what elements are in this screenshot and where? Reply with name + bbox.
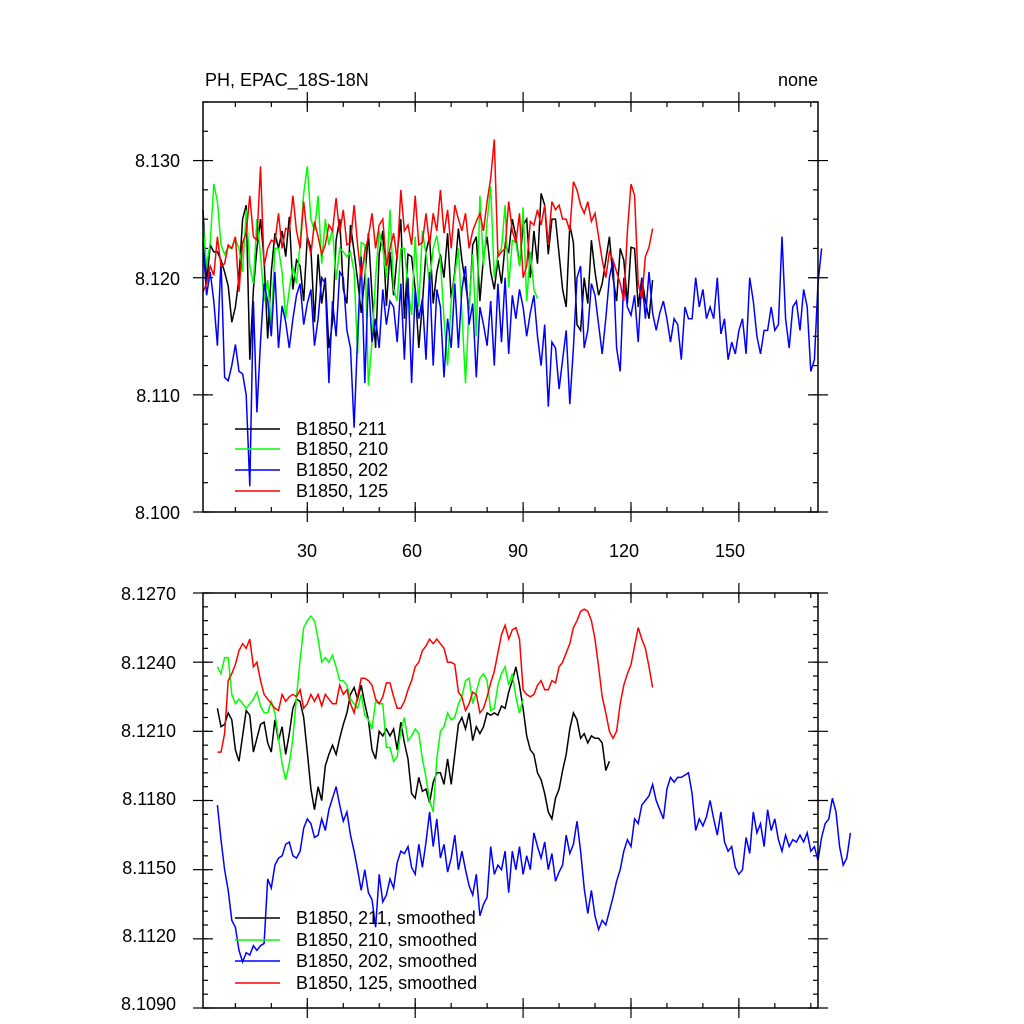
legend-label: B1850, 211, smoothed <box>296 908 476 928</box>
top-panel-title: PH, EPAC_18S-18N <box>205 70 369 91</box>
bottom-y-tick-label: 8.1150 <box>122 858 176 878</box>
series-line-b1850-211-smoothed <box>216 666 611 822</box>
series-line-b1850-210 <box>202 166 539 386</box>
legend-label: B1850, 202, smoothed <box>296 951 477 971</box>
top-panel-ticks <box>193 92 828 522</box>
top-x-tick-label: 90 <box>508 541 528 561</box>
top-panel: PH, EPAC_18S-18N none 8.130 8.120 8.110 … <box>135 70 828 561</box>
bottom-y-tick-label: 8.1180 <box>122 789 176 809</box>
top-series-lines <box>202 139 823 487</box>
bottom-y-tick-label: 8.1090 <box>121 994 176 1014</box>
top-x-tick-label: 30 <box>297 541 317 561</box>
legend-label: B1850, 202 <box>296 460 388 480</box>
bottom-y-tick-label: 8.1240 <box>121 653 176 673</box>
bottom-panel-ticks <box>193 583 828 1018</box>
top-x-tick-label: 120 <box>609 541 639 561</box>
legend-label: B1850, 210 <box>296 439 388 459</box>
legend-label: B1850, 211 <box>296 419 387 439</box>
top-y-tick-label: 8.110 <box>136 386 180 406</box>
series-line-b1850-125-smoothed <box>217 608 654 753</box>
top-panel-y-tick-labels: 8.130 8.120 8.110 8.100 <box>135 151 180 523</box>
top-legend: B1850, 211 B1850, 210 B1850, 202 B1850, … <box>235 419 388 501</box>
top-y-tick-label: 8.130 <box>135 151 180 171</box>
legend-label: B1850, 125, smoothed <box>296 973 477 993</box>
top-y-tick-label: 8.100 <box>135 503 180 523</box>
series-line-b1850-202 <box>202 236 823 487</box>
top-panel-title-right: none <box>778 70 818 90</box>
top-x-tick-label: 150 <box>715 541 745 561</box>
bottom-panel-y-tick-labels: 8.1270 8.1240 8.1210 8.1180 8.1150 8.112… <box>121 584 176 1014</box>
bottom-panel: 8.1270 8.1240 8.1210 8.1180 8.1150 8.112… <box>121 583 852 1018</box>
bottom-plot-frame <box>202 592 819 1009</box>
legend-label: B1850, 125 <box>296 481 388 501</box>
top-plot-frame <box>202 101 819 513</box>
series-line-b1850-210-smoothed <box>216 614 524 813</box>
series-line-b1850-202-smoothed <box>216 771 852 965</box>
top-panel-x-tick-labels: 30 60 90 120 150 <box>297 541 745 561</box>
bottom-y-tick-label: 8.1210 <box>121 721 176 741</box>
top-y-tick-label: 8.120 <box>135 269 180 289</box>
legend-label: B1850, 210, smoothed <box>296 930 477 950</box>
series-line-b1850-211 <box>202 193 654 360</box>
bottom-y-tick-label: 8.1120 <box>122 926 176 946</box>
bottom-legend: B1850, 211, smoothed B1850, 210, smoothe… <box>235 908 477 993</box>
top-x-tick-label: 60 <box>402 541 422 561</box>
series-line-b1850-125 <box>202 139 654 302</box>
bottom-series-lines <box>216 608 852 965</box>
bottom-y-tick-label: 8.1270 <box>121 584 176 604</box>
